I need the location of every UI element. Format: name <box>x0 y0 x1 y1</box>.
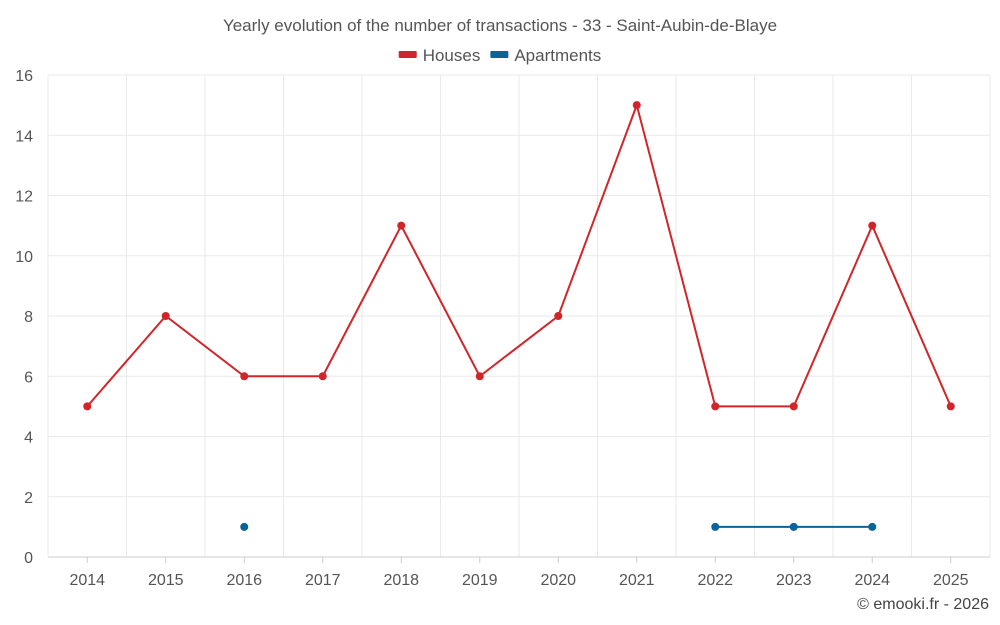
legend-item-houses[interactable]: Houses <box>398 46 481 65</box>
y-tick-label: 2 <box>24 490 33 507</box>
y-tick-label: 0 <box>24 550 33 567</box>
x-tick-label: 2024 <box>854 572 890 589</box>
x-tick-label: 2022 <box>697 572 733 589</box>
x-tick-label: 2021 <box>619 572 655 589</box>
series-houses <box>83 101 955 411</box>
data-point[interactable] <box>240 372 249 381</box>
data-point[interactable] <box>711 522 720 531</box>
x-tick-label: 2019 <box>462 572 498 589</box>
y-tick-label: 8 <box>24 309 33 326</box>
x-tick-label: 2015 <box>148 572 184 589</box>
x-tick-label: 2023 <box>776 572 812 589</box>
axes: 0 2 4 6 8 10 12 14 16 2014 2015 2016 2017 2018 2019 202… <box>15 68 990 589</box>
data-point[interactable] <box>554 312 563 320</box>
data-point[interactable] <box>475 372 484 381</box>
chart-title: Yearly evolution of the number of transa… <box>223 16 777 35</box>
data-point[interactable] <box>240 522 249 531</box>
data-point[interactable] <box>632 101 641 110</box>
legend-swatch <box>490 51 509 58</box>
data-point[interactable] <box>83 402 92 411</box>
y-tick-label: 6 <box>24 369 33 386</box>
data-point[interactable] <box>789 522 798 531</box>
y-tick-label: 14 <box>15 128 33 145</box>
y-tick-label: 12 <box>15 189 33 206</box>
data-point[interactable] <box>789 402 798 411</box>
legend-item-apartments[interactable]: Apartments <box>490 46 601 65</box>
y-tick-label: 4 <box>24 430 33 447</box>
series-line <box>86 101 952 408</box>
x-tick-label: 2014 <box>69 572 105 589</box>
data-point[interactable] <box>868 522 877 531</box>
legend-swatch <box>398 51 417 58</box>
x-tick-label: 2020 <box>540 572 576 589</box>
y-tick-label: 16 <box>15 68 33 85</box>
y-tick-label: 10 <box>15 249 33 266</box>
data-point[interactable] <box>711 402 720 411</box>
legend-label: Houses <box>423 46 481 65</box>
legend: Houses Apartments <box>398 46 601 65</box>
x-tick-label: 2016 <box>226 572 262 589</box>
series-layer <box>83 101 955 531</box>
series-apartments <box>240 522 877 531</box>
legend-label: Apartments <box>514 46 601 65</box>
data-point[interactable] <box>397 221 406 230</box>
data-point[interactable] <box>161 312 170 320</box>
grid <box>47 74 991 558</box>
data-point[interactable] <box>868 221 877 230</box>
x-tick-label: 2025 <box>933 572 969 589</box>
data-point[interactable] <box>318 372 327 381</box>
credit-text: © emooki.fr - 2026 <box>857 596 989 613</box>
x-tick-label: 2018 <box>383 572 419 589</box>
x-tick-label: 2017 <box>305 572 341 589</box>
data-point[interactable] <box>946 402 955 411</box>
